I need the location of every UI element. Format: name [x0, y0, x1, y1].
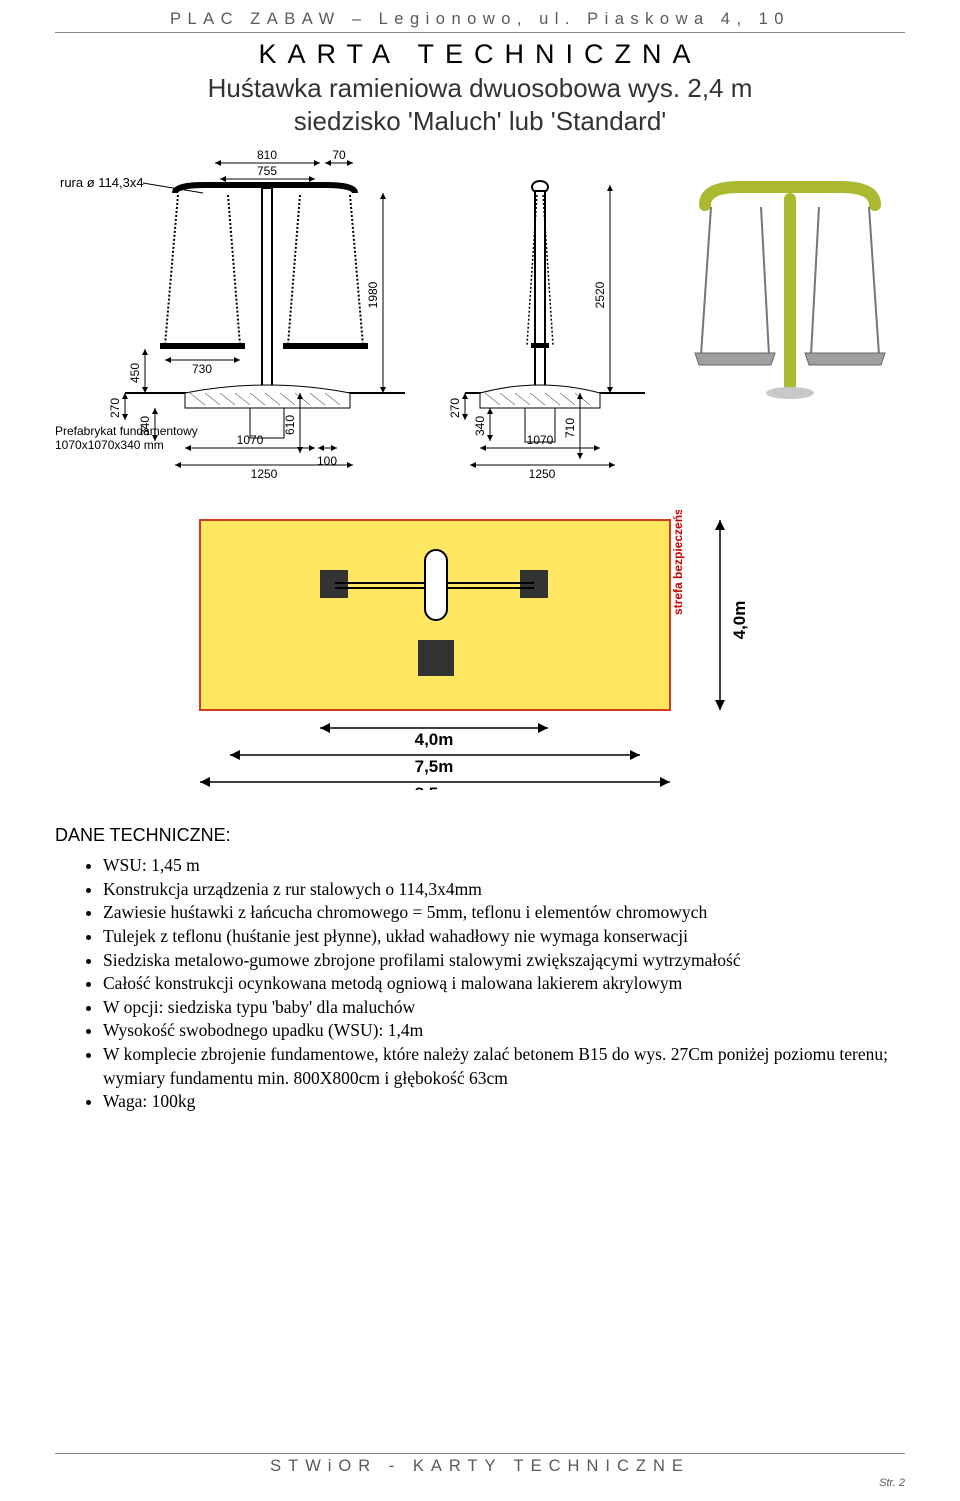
spec-item: Całość konstrukcji ocynkowana metodą ogn…	[103, 972, 905, 996]
spec-item: Waga: 100kg	[103, 1090, 905, 1114]
dim-1070: 1070	[237, 433, 264, 447]
dim-1250: 1250	[251, 467, 278, 481]
spec-item: Siedziska metalowo-gumowe zbrojone profi…	[103, 949, 905, 973]
safety-zone-diagram: strefa bezpieczeństwa 4,0m 4,0m 7,5m 8,5…	[160, 510, 800, 795]
dim-100: 100	[317, 454, 337, 468]
safety-w3: 8,5m	[415, 784, 454, 790]
page-number: Str. 2	[55, 1477, 905, 1489]
dim-710: 710	[563, 418, 577, 438]
specs-list: WSU: 1,45 m Konstrukcja urządzenia z rur…	[55, 854, 905, 1114]
dim-755: 755	[257, 164, 277, 178]
page-header: PLAC ZABAW – Legionowo, ul. Piaskowa 4, …	[55, 10, 905, 33]
technical-drawings: rura ø 114,3x4 810 70 755	[55, 145, 905, 795]
dim-70: 70	[332, 148, 346, 162]
dim-270: 270	[108, 398, 122, 418]
doc-subtitle: Huśtawka ramieniowa dwuosobowa wys. 2,4 …	[55, 72, 905, 137]
drawings-svg: rura ø 114,3x4 810 70 755	[55, 145, 905, 485]
safety-w2: 7,5m	[415, 757, 454, 776]
dim-s270: 270	[448, 398, 462, 418]
subtitle-line-1: Huśtawka ramieniowa dwuosobowa wys. 2,4 …	[208, 73, 753, 103]
spec-item: W komplecie zbrojenie fundamentowe, któr…	[103, 1043, 905, 1090]
spec-item: Konstrukcja urządzenia z rur stalowych o…	[103, 878, 905, 902]
dim-s1250: 1250	[529, 467, 556, 481]
specs-heading: DANE TECHNICZNE:	[55, 825, 905, 846]
foundation-label-1: Prefabrykat fundamentowy	[55, 424, 198, 438]
safety-h: 4,0m	[730, 601, 749, 640]
dim-s340: 340	[473, 416, 487, 436]
dim-610: 610	[283, 415, 297, 435]
page-footer: STWiOR - KARTY TECHNICZNE Str. 2	[55, 1453, 905, 1489]
render-view	[695, 187, 885, 399]
safety-stripe-label: strefa bezpieczeństwa	[671, 510, 685, 615]
footer-text: STWiOR - KARTY TECHNICZNE	[55, 1453, 905, 1476]
subtitle-line-2: siedzisko 'Maluch' lub 'Standard'	[294, 106, 667, 136]
dim-s1070: 1070	[527, 433, 554, 447]
spec-item: Wysokość swobodnego upadku (WSU): 1,4m	[103, 1019, 905, 1043]
technical-specs: DANE TECHNICZNE: WSU: 1,45 m Konstrukcja…	[55, 825, 905, 1114]
foundation-label-2: 1070x1070x340 mm	[55, 438, 164, 452]
safety-w1: 4,0m	[415, 730, 454, 749]
dim-810: 810	[257, 148, 277, 162]
spec-item: Tulejek z teflonu (huśtanie jest płynne)…	[103, 925, 905, 949]
spec-item: Zawiesie huśtawki z łańcucha chromowego …	[103, 901, 905, 925]
spec-item: W opcji: siedziska typu 'baby' dla maluc…	[103, 996, 905, 1020]
dim-450: 450	[128, 363, 142, 383]
pipe-label: rura ø 114,3x4	[60, 175, 144, 190]
dim-730: 730	[192, 362, 212, 376]
spec-item: WSU: 1,45 m	[103, 854, 905, 878]
doc-title: KARTA TECHNICZNA	[55, 39, 905, 70]
dim-2520: 2520	[593, 281, 607, 308]
dim-1980: 1980	[366, 281, 380, 308]
